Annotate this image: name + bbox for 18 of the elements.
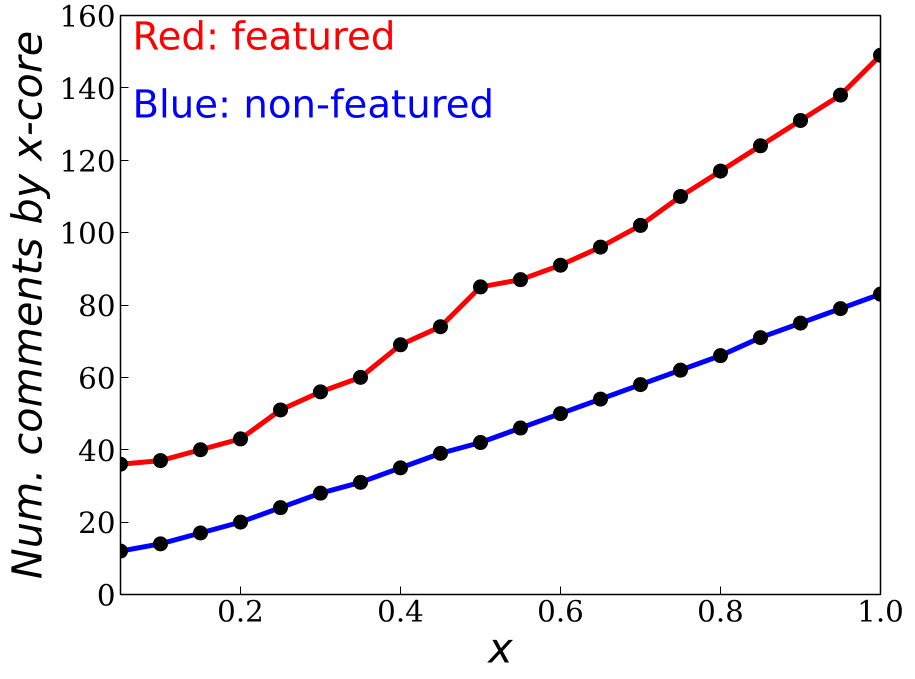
x-tick-label: 0.4 bbox=[377, 594, 424, 628]
text: Blue: non-featured bbox=[132, 82, 494, 128]
text: Red: featured bbox=[132, 14, 396, 60]
y-tick-label: 100 bbox=[60, 216, 116, 251]
y-tick-label: 60 bbox=[78, 361, 116, 396]
y-tick-label: 140 bbox=[60, 72, 116, 106]
y-tick-label: 120 bbox=[60, 144, 116, 178]
y-axis-title: Num. comments by x-core bbox=[4, 30, 52, 580]
x-axis-title: x bbox=[486, 624, 514, 672]
y-tick-label: 0 bbox=[96, 578, 116, 612]
y-tick-label: 20 bbox=[78, 506, 116, 540]
y-tick-label: 160 bbox=[60, 0, 116, 34]
x-tick-label: 0.6 bbox=[537, 594, 584, 628]
x-tick-label: 1.0 bbox=[857, 594, 904, 628]
x-tick-label: 0.8 bbox=[697, 594, 744, 628]
y-tick-label: 40 bbox=[78, 434, 116, 468]
x-tick-label: 0.2 bbox=[217, 594, 264, 628]
y-tick-label: 80 bbox=[78, 289, 116, 323]
